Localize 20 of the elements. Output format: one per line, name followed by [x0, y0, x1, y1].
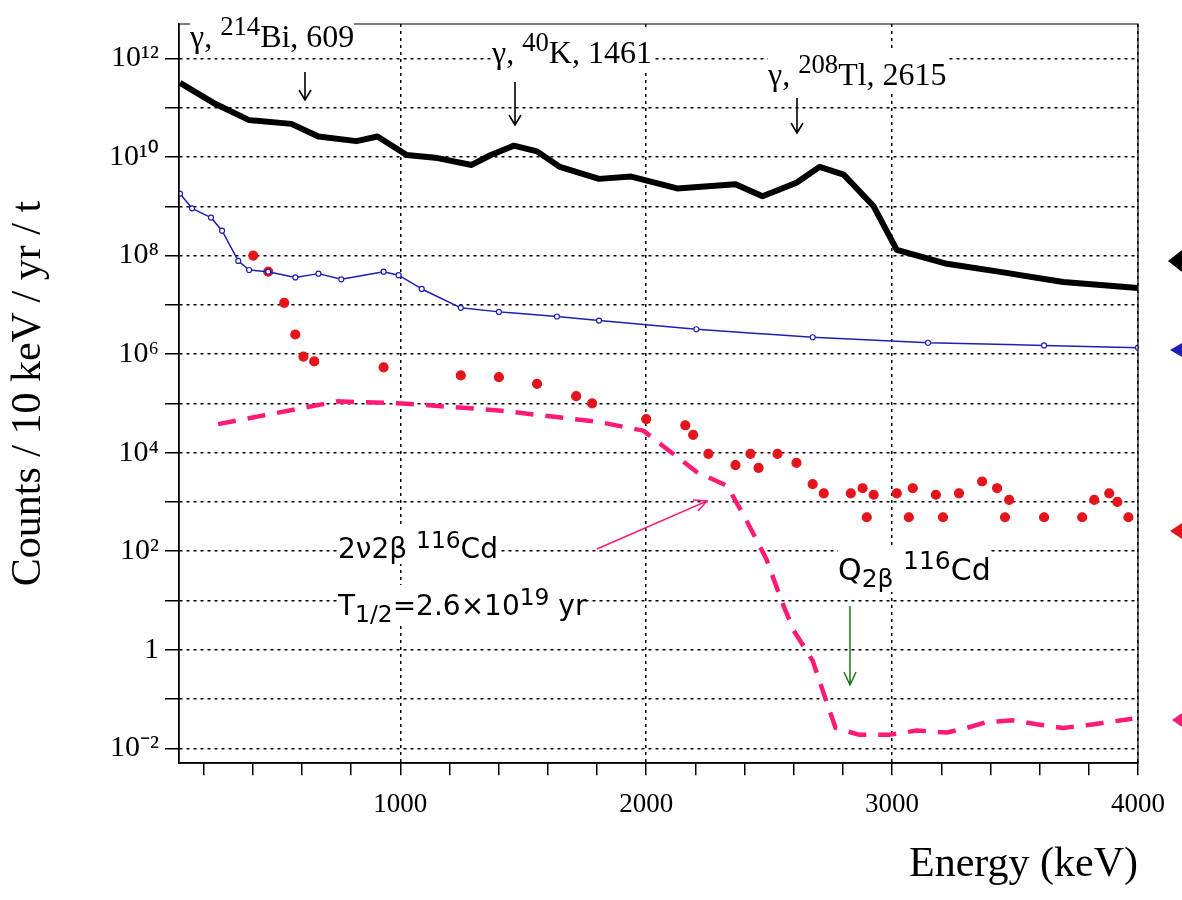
- annotation: γ, $^{40}$K, 1461: [492, 27, 652, 70]
- x-tick-label: 1000: [373, 788, 428, 819]
- y-tick-label: 10⁸: [118, 236, 159, 270]
- y-tick-label: 10⁶: [118, 335, 159, 368]
- annotation: γ, $^{208}$Tl, 2615: [768, 49, 947, 92]
- x-tick-label: 3000: [865, 788, 920, 819]
- x-axis-title: Energy (keV): [909, 838, 1138, 886]
- y-tick-label: 10¹²: [111, 39, 159, 73]
- annotation: Q$_{2β}$ $^{116}$Cd: [838, 546, 991, 593]
- annotation: γ, $^{214}$Bi, 609: [190, 11, 355, 54]
- x-tick-label: 4000: [1111, 788, 1165, 819]
- y-axis-title: Counts / 10 keV / yr / t: [3, 200, 50, 587]
- y-tick-label: 10¹⁰: [109, 137, 159, 171]
- y-tick-label: 1: [144, 630, 159, 664]
- y-tick-label: 10⁴: [118, 433, 159, 467]
- x-tick-label: 2000: [619, 788, 674, 819]
- annotation: 2ν2β $^{116}$Cd: [338, 526, 498, 566]
- y-tick-label: 10⁻²: [110, 729, 159, 763]
- annotation: T$_{1/2}$=2.6×10$^{19}$ yr: [338, 583, 587, 628]
- y-tick-label: 10²: [120, 532, 159, 566]
